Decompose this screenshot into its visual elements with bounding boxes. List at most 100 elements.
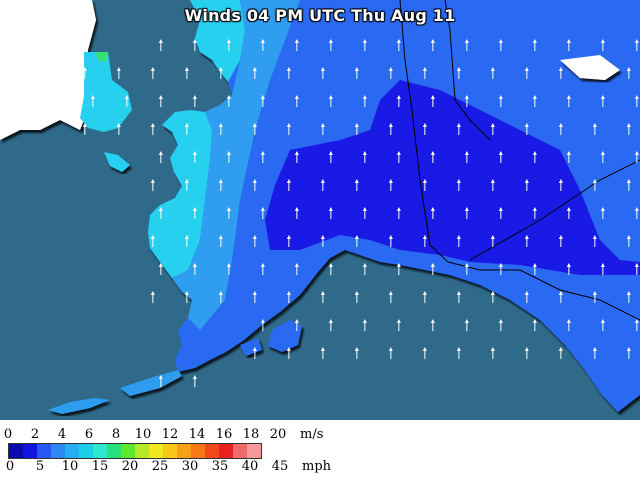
ms-tick-label: 18 [242, 427, 260, 442]
wind-arrow-icon [456, 291, 461, 303]
siberia-land [0, 0, 96, 140]
wind-arrow-icon [124, 95, 129, 107]
aleutian-islands-west [48, 398, 110, 414]
wind-arrow-icon [192, 263, 197, 275]
wind-arrow-icon [82, 123, 87, 135]
wind-arrow-icon [490, 235, 495, 247]
wind-arrow-icon [456, 67, 461, 79]
wind-arrow-icon [362, 95, 367, 107]
wind-arrow-icon [388, 123, 393, 135]
wind-arrow-icon [286, 235, 291, 247]
wind-arrow-icon [430, 39, 435, 51]
wind-arrow-icon [328, 151, 333, 163]
wind-arrow-icon [286, 347, 291, 359]
wind-arrow-icon [558, 179, 563, 191]
chukotka-small-green [96, 52, 108, 62]
wind-arrow-icon [252, 179, 257, 191]
wind-arrow-icon [388, 235, 393, 247]
wind-arrow-icon [184, 179, 189, 191]
wind-arrow-icon [362, 207, 367, 219]
bc-border [447, 261, 640, 321]
wind-arrow-icon [294, 319, 299, 331]
wind-arrow-icon [456, 235, 461, 247]
wind-arrow-icon [388, 179, 393, 191]
wind-arrow-icon [498, 207, 503, 219]
wind-arrow-icon [430, 95, 435, 107]
wind-arrows [82, 39, 639, 387]
wind-arrow-icon [464, 95, 469, 107]
wind-arrow-icon [464, 39, 469, 51]
wind-arrow-icon [184, 123, 189, 135]
wind-arrow-icon [422, 179, 427, 191]
wind-arrow-icon [388, 291, 393, 303]
wind-arrow-icon [396, 263, 401, 275]
wind-arrow-icon [260, 263, 265, 275]
wind-arrow-icon [362, 319, 367, 331]
wind-arrow-icon [532, 263, 537, 275]
mph-tick-label: 45 [271, 459, 289, 474]
wind-arrow-icon [498, 319, 503, 331]
mph-tick-label: 25 [151, 459, 169, 474]
ms-tick-label: 6 [84, 427, 94, 442]
wind-arrow-icon [354, 347, 359, 359]
wind-arrow-icon [328, 95, 333, 107]
wind-arrow-icon [430, 151, 435, 163]
wind-arrow-icon [558, 347, 563, 359]
wind-arrow-icon [524, 179, 529, 191]
color-swatch [205, 444, 219, 458]
wind-arrow-icon [226, 207, 231, 219]
mph-tick-label: 0 [5, 459, 15, 474]
color-swatch [51, 444, 65, 458]
wind-arrow-icon [430, 207, 435, 219]
wind-arrow-icon [532, 95, 537, 107]
wind-arrow-icon [566, 319, 571, 331]
wind-arrow-icon [294, 207, 299, 219]
mph-tick-label: 30 [181, 459, 199, 474]
wind-arrow-icon [396, 95, 401, 107]
wind-arrow-icon [592, 235, 597, 247]
wind-arrow-icon [294, 151, 299, 163]
ms-tick-label: 20 [269, 427, 287, 442]
color-swatch [135, 444, 149, 458]
wind-arrow-icon [490, 179, 495, 191]
wind-arrow-icon [226, 39, 231, 51]
wind-arrow-icon [524, 291, 529, 303]
color-swatch [65, 444, 79, 458]
wind-arrow-icon [192, 207, 197, 219]
wind-arrow-icon [558, 67, 563, 79]
wind-arrow-icon [566, 39, 571, 51]
color-swatch [23, 444, 37, 458]
wind-arrow-icon [354, 179, 359, 191]
wind-arrow-icon [634, 263, 639, 275]
wind-arrow-icon [558, 291, 563, 303]
wind-arrow-icon [626, 235, 631, 247]
wind-arrow-icon [320, 123, 325, 135]
ms-tick-label: 10 [134, 427, 152, 442]
wind-arrow-icon [626, 291, 631, 303]
wind-arrow-icon [626, 347, 631, 359]
wind-arrow-icon [82, 67, 87, 79]
wind-map: Winds 04 PM UTC Thu Aug 11 [0, 0, 640, 420]
wind-arrow-icon [150, 235, 155, 247]
wind-arrow-icon [320, 347, 325, 359]
wind-arrow-icon [192, 375, 197, 387]
wind-arrow-icon [328, 39, 333, 51]
wind-arrow-icon [320, 291, 325, 303]
wind-arrow-icon [150, 67, 155, 79]
wind-arrow-icon [150, 179, 155, 191]
wind-arrow-icon [286, 179, 291, 191]
wind-arrow-icon [634, 151, 639, 163]
wind-arrow-icon [362, 263, 367, 275]
wind-arrow-icon [158, 151, 163, 163]
ms-tick-label: 12 [161, 427, 179, 442]
wind-arrow-icon [294, 95, 299, 107]
wind-arrow-icon [430, 263, 435, 275]
wind-arrow-icon [396, 151, 401, 163]
wind-arrow-icon [320, 67, 325, 79]
wind-arrow-icon [354, 235, 359, 247]
wind-arrow-icon [532, 39, 537, 51]
wind-arrow-icon [252, 347, 257, 359]
wind-arrow-icon [634, 39, 639, 51]
wind-arrow-icon [158, 263, 163, 275]
wind-arrow-icon [260, 151, 265, 163]
